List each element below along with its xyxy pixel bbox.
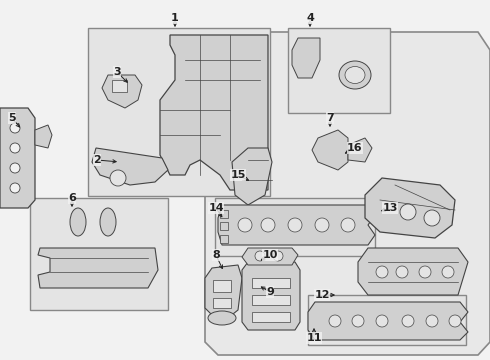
Bar [288,28,390,113]
Text: 7: 7 [326,113,334,123]
Bar [308,295,466,345]
Circle shape [255,251,265,261]
Bar [220,222,228,230]
Text: 3: 3 [113,67,121,77]
Polygon shape [92,148,168,185]
Circle shape [376,266,388,278]
Text: 4: 4 [306,13,314,23]
Bar [88,28,270,196]
Bar [252,312,290,322]
Polygon shape [232,148,272,205]
Circle shape [288,218,302,232]
Circle shape [376,315,388,327]
Polygon shape [365,178,455,238]
Text: 10: 10 [262,250,278,260]
Polygon shape [38,248,158,288]
Bar [252,278,290,288]
Circle shape [261,218,275,232]
Ellipse shape [208,311,236,325]
Circle shape [352,315,364,327]
Text: 12: 12 [314,290,330,300]
Circle shape [10,123,20,133]
Text: 13: 13 [382,203,398,213]
Text: 15: 15 [230,170,245,180]
Text: 14: 14 [208,203,224,213]
Bar [252,295,290,305]
Text: 8: 8 [212,250,220,260]
Polygon shape [312,130,348,170]
Circle shape [424,210,440,226]
Ellipse shape [339,61,371,89]
Text: 2: 2 [93,155,101,165]
Circle shape [273,251,283,261]
Circle shape [442,266,454,278]
Circle shape [10,163,20,173]
Circle shape [10,183,20,193]
Bar [220,210,228,218]
Bar [215,198,375,256]
Polygon shape [35,125,52,148]
Text: 11: 11 [306,333,322,343]
Ellipse shape [70,208,86,236]
Circle shape [426,315,438,327]
Polygon shape [102,75,142,108]
Bar [213,298,231,308]
Text: 5: 5 [8,113,16,123]
Text: 9: 9 [266,287,274,297]
Bar [30,198,168,310]
Bar [213,280,231,292]
Circle shape [238,218,252,232]
Text: 1: 1 [171,13,179,23]
Ellipse shape [100,208,116,236]
Polygon shape [358,248,468,295]
Polygon shape [242,262,300,330]
Ellipse shape [345,67,365,84]
Text: 6: 6 [68,193,76,203]
Circle shape [10,143,20,153]
Polygon shape [0,108,35,208]
Circle shape [449,315,461,327]
Polygon shape [242,248,298,265]
Polygon shape [218,205,375,245]
Bar [220,235,228,243]
Circle shape [110,170,126,186]
Circle shape [329,315,341,327]
Circle shape [402,315,414,327]
Circle shape [315,218,329,232]
Polygon shape [308,302,468,340]
Bar [112,80,127,92]
Text: 16: 16 [347,143,363,153]
Polygon shape [292,38,320,78]
Polygon shape [160,35,268,190]
Circle shape [396,266,408,278]
Circle shape [419,266,431,278]
Polygon shape [205,32,490,355]
Polygon shape [205,265,242,318]
Circle shape [400,204,416,220]
Polygon shape [348,138,372,162]
Circle shape [341,218,355,232]
